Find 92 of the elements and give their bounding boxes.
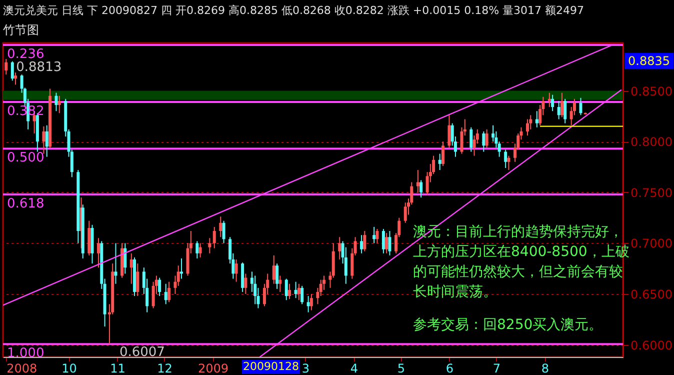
candlestick (222, 220, 226, 244)
y-tick-label: 0.6500 (630, 287, 672, 302)
candlestick (14, 72, 18, 86)
candlestick (564, 98, 567, 124)
candlestick (275, 263, 278, 290)
candlestick (219, 216, 222, 238)
y-tick-label: 0.7500 (630, 186, 672, 200)
candlestick (54, 92, 58, 112)
candlestick (310, 293, 313, 311)
annotation: 参考交易：回8250买入澳元。 (413, 317, 603, 333)
annotation: 0.6007 (119, 345, 165, 360)
candlestick (438, 153, 442, 171)
candlestick (360, 234, 364, 254)
x-tick-label: 5 (397, 362, 405, 375)
x-tick-label: 12 (157, 362, 172, 375)
candlestick (158, 277, 162, 297)
candlestick (416, 170, 420, 193)
candlestick (10, 60, 14, 82)
candlestick (404, 202, 407, 224)
x-tick-label: 10 (62, 362, 77, 375)
candlestick (97, 238, 100, 268)
text: 20090128 (243, 360, 299, 373)
y-tick-label: 0.8000 (630, 135, 672, 150)
x-tick-label: 11 (110, 362, 126, 375)
candlestick (297, 283, 300, 301)
candlestick (338, 236, 342, 260)
candlestick (385, 232, 388, 254)
x-tick-label: 2009 (198, 362, 229, 375)
annotation: 长时间震荡。 (413, 284, 497, 300)
candlestick (198, 242, 202, 258)
candlestick (114, 242, 118, 284)
x-tick-label: 4 (350, 362, 358, 375)
candlestick (441, 141, 444, 166)
chart-title: 澳元兑美元 日线 下 20090827 四 开0.8269 高0.8285 低0.8268 收0.8282 涨跌 +0.0015 0.18% 量3017 额2497 (3, 4, 584, 17)
y-tick-label: 0.7000 (630, 236, 672, 251)
candlestick (535, 110, 538, 128)
candlestick (557, 100, 560, 120)
candlestick (136, 263, 140, 297)
candlestick (45, 124, 48, 158)
candlestick (306, 296, 310, 313)
y-tick-label: 0.6000 (630, 338, 672, 352)
candlestick (470, 126, 473, 152)
x-tick-label: 6 (446, 362, 454, 375)
candlestick (167, 281, 170, 303)
candlestick (196, 240, 199, 259)
annotation: 0.8813 (16, 60, 62, 75)
candlestick (130, 252, 133, 284)
text: 0.8835 (628, 54, 670, 68)
candlestick (212, 226, 216, 249)
candlestick (382, 228, 385, 254)
candlestick (420, 180, 423, 198)
y-tick-label: 0.8500 (630, 84, 672, 98)
candlestick (234, 258, 238, 282)
candlestick (363, 230, 366, 252)
candlestick (560, 92, 564, 118)
candlestick (4, 58, 8, 75)
candlestick (372, 226, 376, 244)
candlestick (180, 258, 183, 280)
candlestick (58, 95, 61, 114)
candlestick (244, 273, 248, 294)
candlestick (448, 114, 451, 148)
candlestick (254, 275, 257, 305)
x-tick-label: 2008 (6, 362, 38, 375)
candlestick (548, 92, 551, 108)
candlestick (376, 228, 379, 244)
candlestick (485, 128, 488, 148)
candlestick (208, 238, 212, 254)
candlestick (504, 149, 508, 168)
annotation: 0.236 (7, 47, 44, 62)
candlestick (124, 242, 127, 274)
annotation: 0.618 (7, 196, 44, 212)
candlestick (551, 94, 554, 112)
annotation: 澳元：目前上行的趋势保持完好， (413, 224, 623, 240)
annotation: 0.500 (7, 150, 44, 166)
x-tick-label: 8 (541, 362, 550, 375)
candlestick (579, 97, 582, 116)
x-tick-label: 7 (492, 362, 500, 375)
candlestick (507, 155, 510, 171)
x-tick-label: 3 (302, 362, 310, 375)
annotation: 的可能性仍然较大，但之前会有较 (413, 264, 623, 280)
candlestick (42, 126, 46, 154)
candlestick (294, 281, 298, 299)
candlestick (284, 278, 288, 301)
chart-subtitle: 竹节图 (3, 23, 39, 37)
candlestick (388, 230, 392, 256)
candlestick (482, 130, 486, 152)
candlestick (164, 283, 168, 305)
candlestick (288, 283, 292, 300)
candlestick (300, 285, 304, 305)
candlestick (272, 254, 276, 284)
candlestick (526, 118, 529, 136)
candlestick (278, 275, 282, 292)
